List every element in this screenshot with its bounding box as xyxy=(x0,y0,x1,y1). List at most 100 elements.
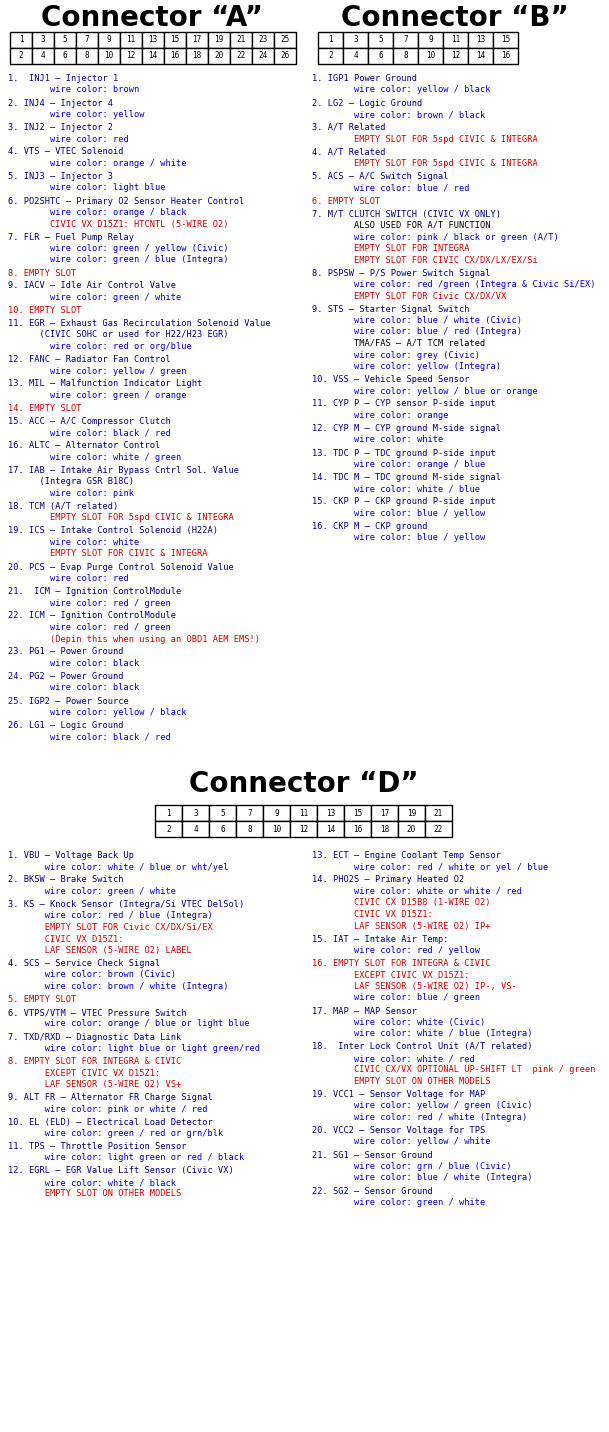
Text: 8. EMPTY SLOT: 8. EMPTY SLOT xyxy=(8,269,76,278)
Text: 4: 4 xyxy=(41,52,45,60)
Text: wire color: green / blue (Integra): wire color: green / blue (Integra) xyxy=(8,255,228,265)
Bar xyxy=(493,32,518,49)
Bar xyxy=(155,805,182,821)
Text: wire color: red / white or yel / blue: wire color: red / white or yel / blue xyxy=(312,862,548,872)
Text: wire color: white or white / red: wire color: white or white / red xyxy=(312,886,522,896)
Text: wire color: white: wire color: white xyxy=(8,538,139,547)
Text: 3. INJ2 – Injector 2: 3. INJ2 – Injector 2 xyxy=(8,123,113,132)
Text: 15. CKP P – CKP ground P-side input: 15. CKP P – CKP ground P-side input xyxy=(312,497,496,507)
Text: 2. LG2 – Logic Ground: 2. LG2 – Logic Ground xyxy=(312,99,422,107)
Text: 24: 24 xyxy=(258,52,267,60)
Text: wire color: white / red: wire color: white / red xyxy=(312,1054,475,1063)
Text: 19: 19 xyxy=(407,809,416,818)
Text: 7: 7 xyxy=(403,36,408,44)
Bar xyxy=(344,805,371,821)
Text: 17: 17 xyxy=(380,809,389,818)
Text: 14: 14 xyxy=(476,52,485,60)
Bar xyxy=(208,49,230,64)
Text: 6: 6 xyxy=(220,825,225,833)
Text: 17: 17 xyxy=(192,36,202,44)
Text: 2: 2 xyxy=(19,52,23,60)
Bar xyxy=(164,49,186,64)
Text: wire color: red / blue (Integra): wire color: red / blue (Integra) xyxy=(8,912,213,921)
Text: 16. ALTC – Alternator Control: 16. ALTC – Alternator Control xyxy=(8,441,160,451)
Bar xyxy=(236,821,263,836)
Text: wire color: black / red: wire color: black / red xyxy=(8,733,171,742)
Bar xyxy=(208,32,230,49)
Text: wire color: green / white: wire color: green / white xyxy=(8,886,176,896)
Text: 12: 12 xyxy=(127,52,136,60)
Text: wire color: pink or white / red: wire color: pink or white / red xyxy=(8,1104,208,1114)
Text: 1: 1 xyxy=(166,809,171,818)
Text: 4: 4 xyxy=(353,52,358,60)
Text: 15. IAT – Intake Air Temp:: 15. IAT – Intake Air Temp: xyxy=(312,935,448,944)
Bar xyxy=(263,805,290,821)
Bar xyxy=(32,49,54,64)
Text: 1: 1 xyxy=(19,36,23,44)
Bar xyxy=(236,805,263,821)
Text: wire color: white (Civic): wire color: white (Civic) xyxy=(312,1018,485,1027)
Bar xyxy=(371,821,398,836)
Text: wire color: blue / yellow: wire color: blue / yellow xyxy=(312,508,485,518)
Text: EMPTY SLOT FOR 5spd CIVIC & INTEGRA: EMPTY SLOT FOR 5spd CIVIC & INTEGRA xyxy=(312,135,538,143)
Bar xyxy=(98,32,120,49)
Bar xyxy=(98,49,120,64)
Text: wire color: pink / black or green (A/T): wire color: pink / black or green (A/T) xyxy=(312,232,558,242)
Text: 20. PCS – Evap Purge Control Solenoid Value: 20. PCS – Evap Purge Control Solenoid Va… xyxy=(8,563,234,571)
Text: EMPTY SLOT FOR 5spd CIVIC & INTEGRA: EMPTY SLOT FOR 5spd CIVIC & INTEGRA xyxy=(312,159,538,168)
Bar xyxy=(318,32,343,49)
Bar xyxy=(142,32,164,49)
Bar xyxy=(32,32,54,49)
Text: 21.  ICM – Ignition ControlModule: 21. ICM – Ignition ControlModule xyxy=(8,587,181,596)
Text: wire color: red /green (Integra & Civic Si/EX): wire color: red /green (Integra & Civic … xyxy=(312,281,596,289)
Text: Connector “D”: Connector “D” xyxy=(189,770,419,798)
Text: wire color: light blue: wire color: light blue xyxy=(8,183,166,192)
Text: 2: 2 xyxy=(166,825,171,833)
Text: 16. EMPTY SLOT FOR INTEGRA & CIVIC: 16. EMPTY SLOT FOR INTEGRA & CIVIC xyxy=(312,959,490,968)
Text: wire color: blue / green: wire color: blue / green xyxy=(312,994,480,1002)
Bar xyxy=(468,32,493,49)
Text: 12. FANC – Radiator Fan Control: 12. FANC – Radiator Fan Control xyxy=(8,355,171,364)
Bar xyxy=(368,32,393,49)
Text: EMPTY SLOT FOR CIVIC CX/DX/LX/EX/Si: EMPTY SLOT FOR CIVIC CX/DX/LX/EX/Si xyxy=(312,255,538,265)
Text: 11: 11 xyxy=(299,809,308,818)
Text: 10. EL (ELD) – Electrical Load Detector: 10. EL (ELD) – Electrical Load Detector xyxy=(8,1117,213,1127)
Bar xyxy=(252,49,274,64)
Text: 7: 7 xyxy=(247,809,252,818)
Text: EXCEPT CIVIC VX D15Z1:: EXCEPT CIVIC VX D15Z1: xyxy=(8,1068,160,1077)
Text: 9. STS – Starter Signal Switch: 9. STS – Starter Signal Switch xyxy=(312,305,470,314)
Text: 3: 3 xyxy=(353,36,358,44)
Text: wire color: blue / red (Integra): wire color: blue / red (Integra) xyxy=(312,328,522,337)
Text: LAF SENSOR (5-WIRE O2) IP-, VS-: LAF SENSOR (5-WIRE O2) IP-, VS- xyxy=(312,982,517,991)
Text: Connector “B”: Connector “B” xyxy=(341,4,569,32)
Text: wire color: black: wire color: black xyxy=(8,683,139,693)
Text: 3. KS – Knock Sensor (Integra/Si VTEC DelSol): 3. KS – Knock Sensor (Integra/Si VTEC De… xyxy=(8,899,244,909)
Bar xyxy=(120,49,142,64)
Text: 8: 8 xyxy=(247,825,252,833)
Bar xyxy=(54,49,76,64)
Text: 5: 5 xyxy=(220,809,225,818)
Text: EMPTY SLOT ON OTHER MODELS: EMPTY SLOT ON OTHER MODELS xyxy=(8,1190,181,1199)
Bar xyxy=(182,805,209,821)
Bar xyxy=(10,32,32,49)
Bar xyxy=(209,805,236,821)
Text: 11. CYP P – CYP sensor P-side input: 11. CYP P – CYP sensor P-side input xyxy=(312,400,496,408)
Text: CIVIC CX D15B8 (1-WIRE O2): CIVIC CX D15B8 (1-WIRE O2) xyxy=(312,898,490,908)
Text: 19. ICS – Intake Control Solenoid (H22A): 19. ICS – Intake Control Solenoid (H22A) xyxy=(8,527,218,536)
Text: 23. PG1 – Power Ground: 23. PG1 – Power Ground xyxy=(8,647,124,656)
Text: EXCEPT CIVIC VX D15Z1:: EXCEPT CIVIC VX D15Z1: xyxy=(312,971,470,979)
Text: wire color: red / yellow: wire color: red / yellow xyxy=(312,947,480,955)
Text: EMPTY SLOT FOR INTEGRA: EMPTY SLOT FOR INTEGRA xyxy=(312,243,470,253)
Text: wire color: grn / blue (Civic): wire color: grn / blue (Civic) xyxy=(312,1161,512,1171)
Text: 15: 15 xyxy=(171,36,180,44)
Bar xyxy=(290,805,317,821)
Text: 15: 15 xyxy=(501,36,510,44)
Text: 7: 7 xyxy=(85,36,90,44)
Bar xyxy=(209,821,236,836)
Text: 8: 8 xyxy=(403,52,408,60)
Text: 12. EGRL – EGR Value Lift Sensor (Civic VX): 12. EGRL – EGR Value Lift Sensor (Civic … xyxy=(8,1167,234,1176)
Text: 25. IGP2 – Power Source: 25. IGP2 – Power Source xyxy=(8,696,128,706)
Text: 24. PG2 – Power Ground: 24. PG2 – Power Ground xyxy=(8,672,124,682)
Text: 18. TCM (A/T related): 18. TCM (A/T related) xyxy=(8,503,118,511)
Text: 3: 3 xyxy=(41,36,45,44)
